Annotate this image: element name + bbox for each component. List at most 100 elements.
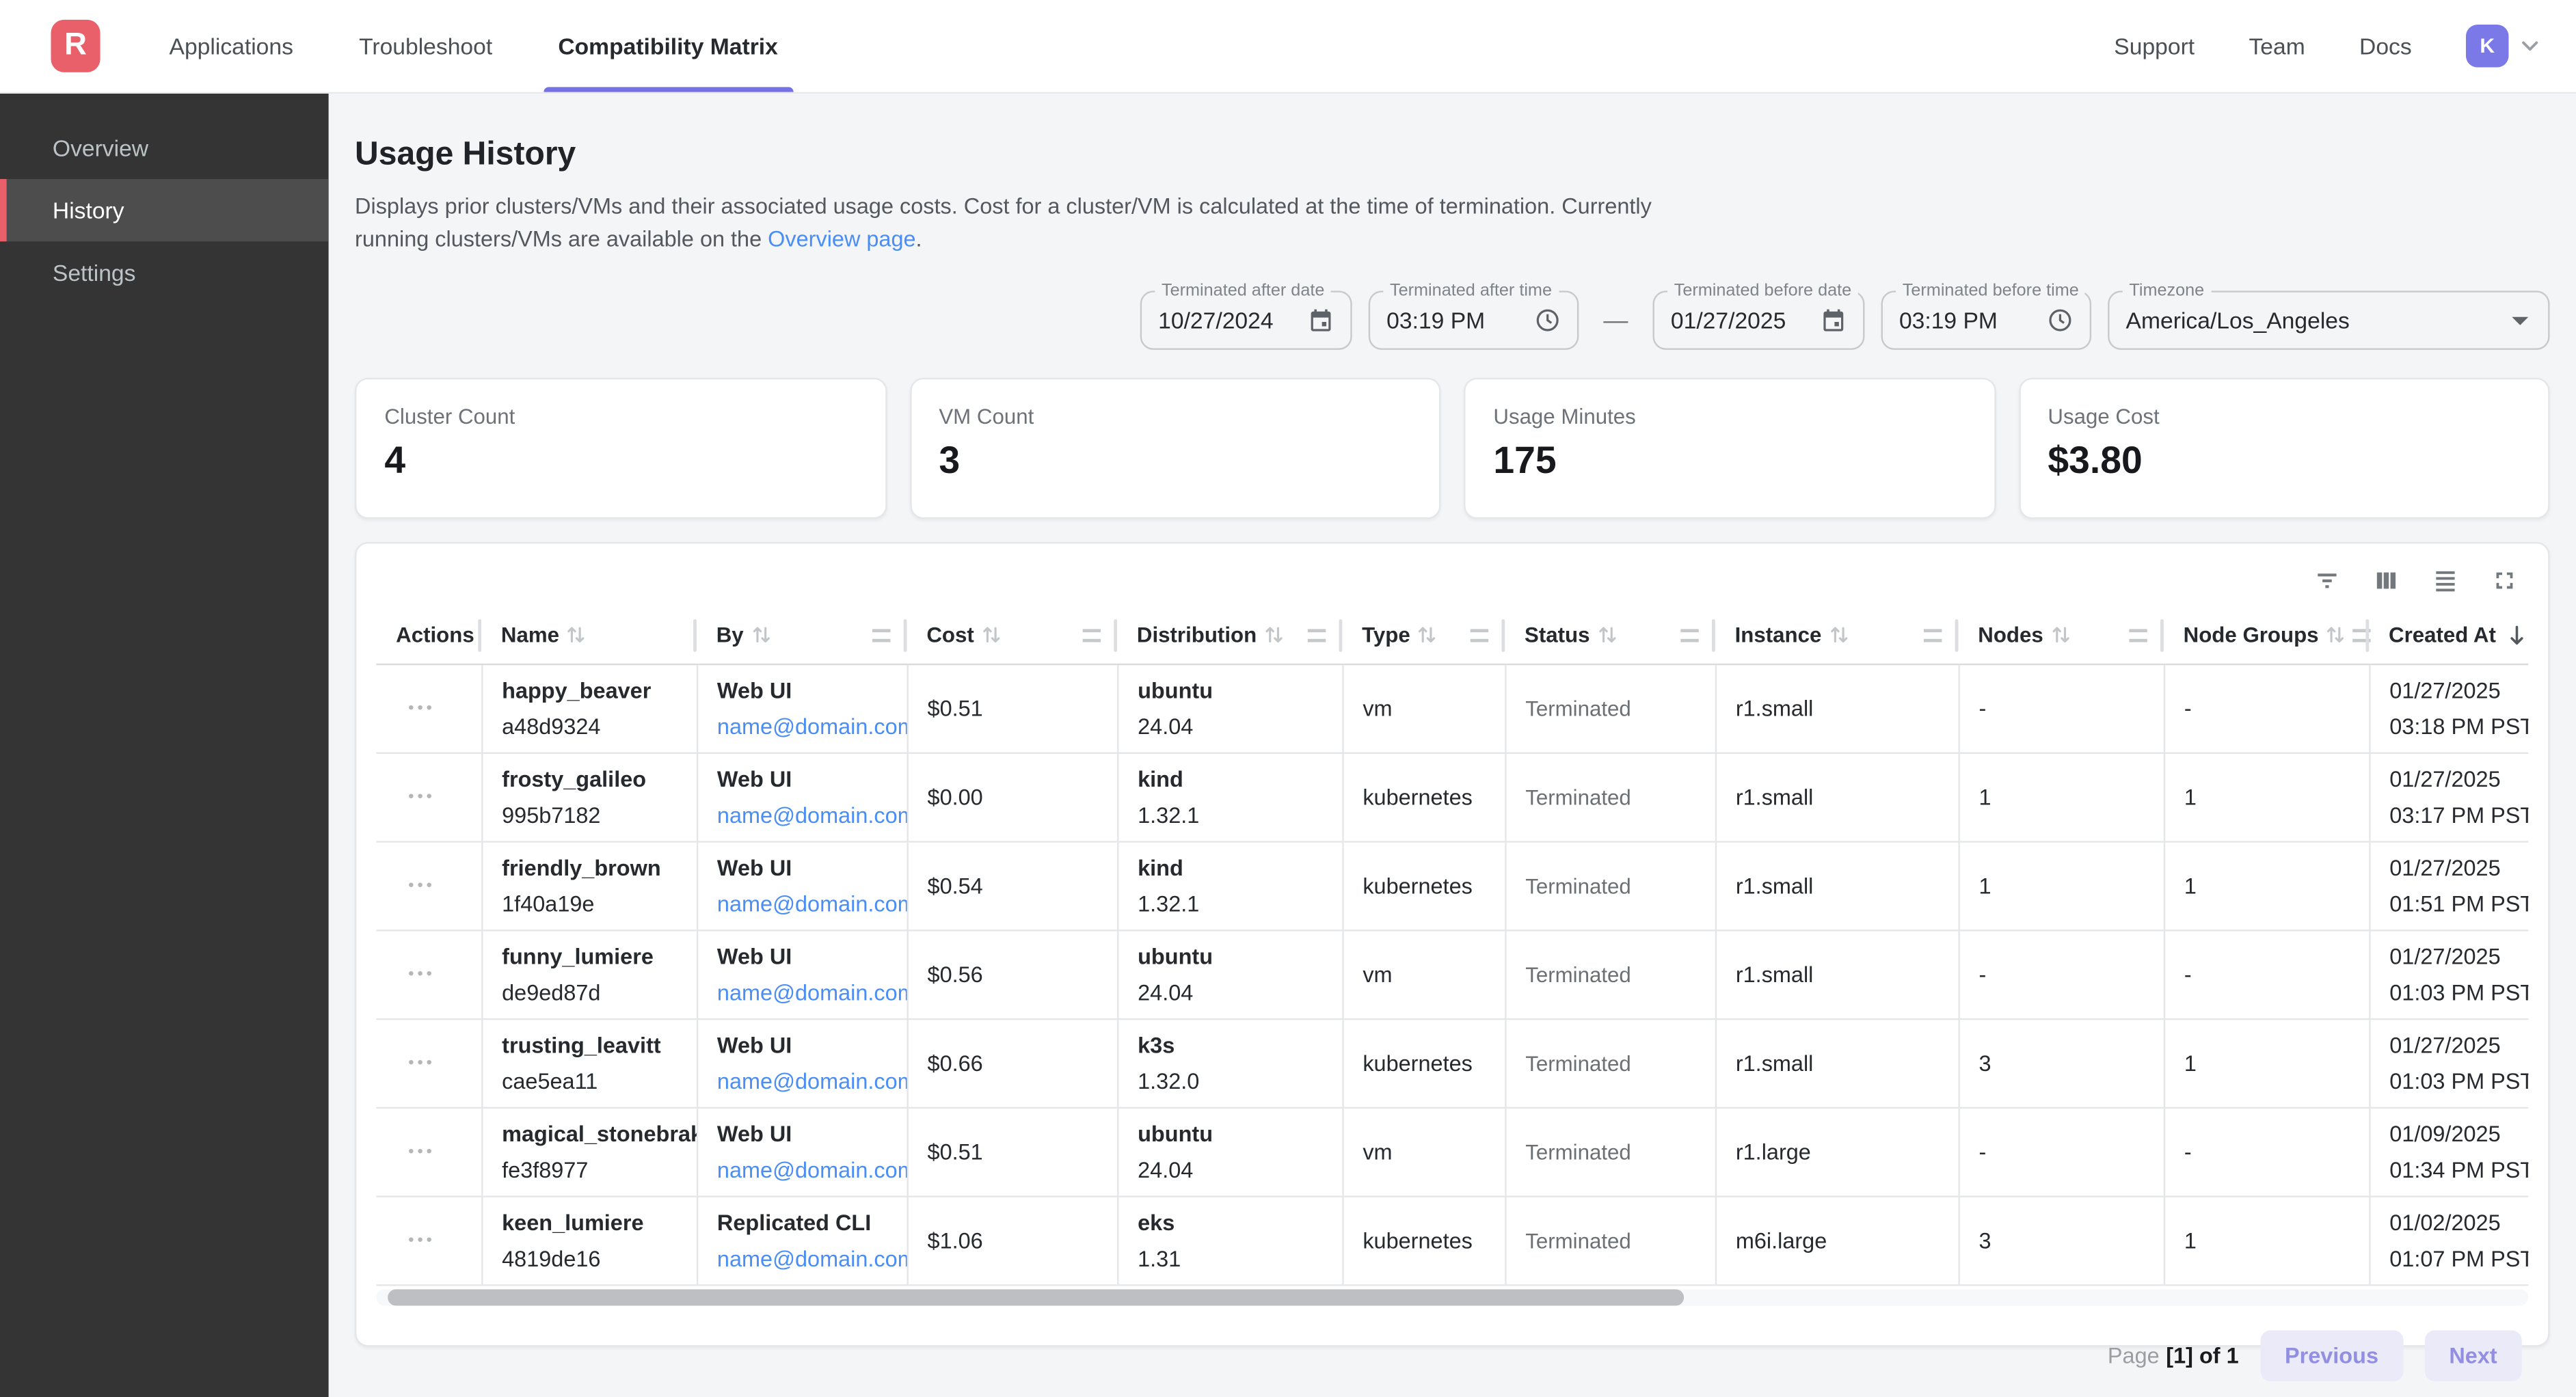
calendar-icon[interactable]: [1821, 307, 1847, 333]
columns-icon[interactable]: [2372, 567, 2400, 595]
creator-email-link[interactable]: name@domain.com: [716, 1245, 907, 1271]
column-menu-icon[interactable]: [1470, 628, 1489, 642]
sort-icon[interactable]: [1417, 625, 1438, 646]
sort-icon[interactable]: [2325, 625, 2346, 646]
sort-icon[interactable]: [1263, 625, 1285, 646]
sort-icon[interactable]: [1596, 625, 1618, 646]
column-menu-icon[interactable]: [1307, 628, 1326, 642]
nodes-count: -: [1978, 961, 1987, 987]
sort-icon[interactable]: [980, 625, 1002, 646]
filter-field-timezone[interactable]: Timezone America/Los_Angeles: [2108, 280, 2550, 350]
sort-icon[interactable]: [750, 625, 771, 646]
overview-page-link[interactable]: Overview page: [768, 226, 916, 252]
sort-icon[interactable]: [1828, 625, 1849, 646]
sidebar-item-history[interactable]: History: [0, 178, 329, 242]
row-actions-button[interactable]: •••: [402, 958, 442, 990]
sort-icon[interactable]: [566, 625, 587, 646]
column-header-actions[interactable]: Actions: [376, 608, 482, 665]
avatar[interactable]: K: [2465, 25, 2509, 68]
row-actions-button[interactable]: •••: [402, 1047, 442, 1079]
table-row[interactable]: ••• frosty_galileo 995b7182 Web UI name@…: [376, 752, 2529, 842]
created-time: 01:51 PM PST: [2389, 891, 2529, 916]
column-separator: [478, 619, 482, 653]
sidebar-item-settings[interactable]: Settings: [52, 259, 136, 286]
horizontal-scrollbar[interactable]: [376, 1288, 2529, 1305]
distribution-name: kind: [1138, 766, 1183, 791]
row-actions-button[interactable]: •••: [402, 1136, 442, 1167]
type-value: kubernetes: [1363, 1050, 1473, 1075]
sidebar-item-overview[interactable]: Overview: [52, 135, 149, 161]
density-icon[interactable]: [2432, 567, 2460, 595]
distribution-version: 24.04: [1138, 714, 1194, 739]
filter-icon[interactable]: [2313, 567, 2342, 595]
nodes-count: -: [1978, 1139, 1987, 1164]
calendar-icon[interactable]: [1308, 307, 1334, 333]
sort-desc-icon[interactable]: [2506, 624, 2528, 647]
column-separator: [1339, 619, 1343, 653]
previous-page-button[interactable]: Previous: [2259, 1329, 2404, 1381]
row-actions-button[interactable]: •••: [402, 781, 442, 813]
dropdown-arrow-icon[interactable]: [2512, 316, 2529, 325]
tab-applications[interactable]: Applications: [169, 33, 293, 59]
sort-icon[interactable]: [2050, 625, 2071, 646]
column-menu-icon[interactable]: [872, 628, 891, 642]
column-menu-icon[interactable]: [1680, 628, 1699, 642]
created-date: 01/27/2025: [2389, 943, 2501, 968]
table-row[interactable]: ••• magical_stonebraker fe3f8977 Web UI …: [376, 1107, 2529, 1197]
status-badge: Terminated: [1525, 784, 1631, 809]
filter-field-terminated-before-time[interactable]: Terminated before time 03:19 PM: [1881, 280, 2092, 350]
scrollbar-thumb[interactable]: [388, 1288, 1685, 1305]
column-header-status[interactable]: Status: [1505, 608, 1715, 665]
column-header-node-groups[interactable]: Node Groups: [2163, 608, 2372, 665]
created-time: 03:17 PM PST: [2389, 802, 2529, 827]
column-header-nodes[interactable]: Nodes: [1958, 608, 2164, 665]
nodes-count: -: [1978, 695, 1987, 720]
column-header-instance[interactable]: Instance: [1715, 608, 1959, 665]
row-actions-button[interactable]: •••: [402, 1224, 442, 1256]
filter-field-terminated-after-date[interactable]: Terminated after date 10/27/2024: [1140, 280, 1352, 350]
next-page-button[interactable]: Next: [2424, 1329, 2522, 1381]
top-link-docs[interactable]: Docs: [2359, 33, 2412, 59]
table-row[interactable]: ••• trusting_leavitt cae5ea11 Web UI nam…: [376, 1018, 2529, 1108]
column-header-created-at[interactable]: Created At: [2369, 608, 2529, 665]
clock-icon[interactable]: [1534, 307, 1560, 333]
row-actions-button[interactable]: •••: [402, 869, 442, 901]
row-actions-button[interactable]: •••: [402, 692, 442, 724]
column-header-by[interactable]: By: [696, 608, 907, 665]
table-row[interactable]: ••• funny_lumiere de9ed87d Web UI name@d…: [376, 930, 2529, 1020]
tab-troubleshoot[interactable]: Troubleshoot: [359, 33, 493, 59]
clock-icon[interactable]: [2047, 307, 2073, 333]
table-row[interactable]: ••• happy_beaver a48d9324 Web UI name@do…: [376, 663, 2529, 753]
account-menu[interactable]: K: [2465, 25, 2543, 68]
column-menu-icon[interactable]: [2129, 628, 2147, 642]
column-header-name[interactable]: Name: [481, 608, 697, 665]
creator-email-link[interactable]: name@domain.com: [716, 1156, 907, 1182]
column-menu-icon[interactable]: [1923, 628, 1942, 642]
filter-field-terminated-after-time[interactable]: Terminated after time 03:19 PM: [1368, 280, 1579, 350]
created-by: Web UI: [716, 1121, 792, 1146]
creator-email-link[interactable]: name@domain.com: [716, 979, 907, 1005]
creator-email-link[interactable]: name@domain.com: [716, 802, 907, 827]
column-menu-icon[interactable]: [2353, 628, 2372, 642]
replicated-logo[interactable]: R: [51, 19, 100, 72]
tab-compatibility-matrix[interactable]: Compatibility Matrix: [543, 0, 793, 92]
table-body: ••• happy_beaver a48d9324 Web UI name@do…: [376, 663, 2529, 1286]
node-groups-count: -: [2184, 961, 2192, 987]
creator-email-link[interactable]: name@domain.com: [716, 1068, 907, 1094]
creator-email-link[interactable]: name@domain.com: [716, 714, 907, 739]
table-row[interactable]: ••• friendly_brown 1f40a19e Web UI name@…: [376, 841, 2529, 931]
table-row[interactable]: ••• keen_lumiere 4819de16 Replicated CLI…: [376, 1195, 2529, 1286]
top-link-support[interactable]: Support: [2114, 33, 2195, 59]
column-header-type[interactable]: Type: [1342, 608, 1505, 665]
column-header-distribution[interactable]: Distribution: [1117, 608, 1343, 665]
top-link-team[interactable]: Team: [2249, 33, 2305, 59]
filter-field-terminated-before-date[interactable]: Terminated before date 01/27/2025: [1652, 280, 1865, 350]
type-value: kubernetes: [1363, 1228, 1473, 1253]
fullscreen-icon[interactable]: [2491, 567, 2519, 595]
distribution-version: 1.31: [1138, 1245, 1181, 1271]
column-header-cost[interactable]: Cost: [907, 608, 1118, 665]
top-right-links: Support Team Docs K: [2114, 25, 2543, 68]
instance-type: r1.small: [1735, 695, 1814, 720]
column-menu-icon[interactable]: [1082, 628, 1101, 642]
creator-email-link[interactable]: name@domain.com: [716, 891, 907, 916]
